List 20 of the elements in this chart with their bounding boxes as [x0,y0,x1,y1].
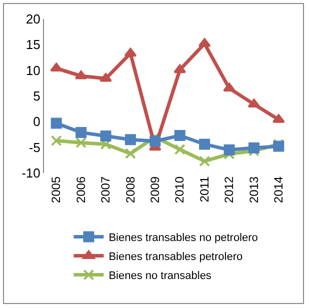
legend-label: Bienes transables no petrolero [108,232,258,244]
x-tick-label: 2011 [197,176,212,202]
y-tick-label: -5 [28,140,40,155]
x-tick-label: 2005 [49,176,64,204]
x-tick-label: 2009 [148,176,162,204]
y-tick-label: 0 [33,114,40,130]
x-tick-label: 2007 [98,176,113,204]
y-tick-label: 10 [26,62,40,78]
x-tick-label: 2012 [222,176,236,204]
x-tick-label: 2010 [172,176,187,204]
y-tick-label: 15 [26,37,40,52]
y-tick-label: 20 [26,12,40,27]
x-tick-label: 2013 [246,176,261,204]
y-tick-label: 5 [33,88,40,104]
x-tick-label: 2008 [123,176,138,204]
x-tick-label: 2006 [74,176,88,204]
legend-label: Bienes no transables [108,270,212,282]
x-tick-label: 2014 [272,176,286,204]
legend-label: Bienes transables petrolero [108,251,243,264]
y-tick-label: -10 [22,166,40,181]
